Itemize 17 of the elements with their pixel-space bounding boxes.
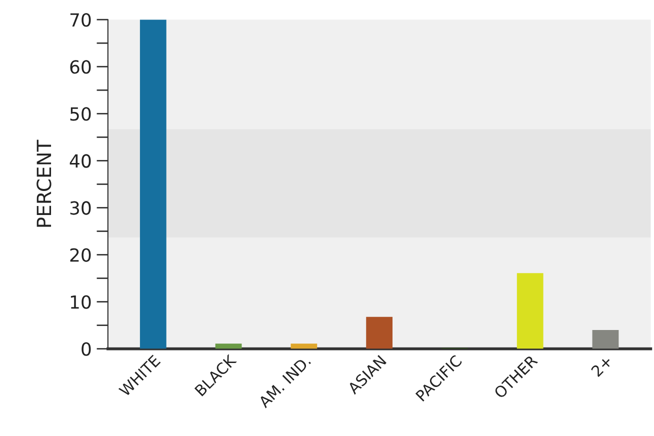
bar — [215, 344, 242, 349]
bar — [140, 20, 166, 349]
x-tick-label: 2+ — [590, 355, 613, 378]
bar — [592, 330, 619, 349]
x-tick-label: AM. IND. — [258, 355, 311, 408]
y-axis-title: PERCENT — [36, 140, 52, 227]
y-tick-label: 30 — [70, 201, 91, 215]
y-tick-label: 40 — [70, 154, 91, 168]
y-tick-label: 20 — [70, 248, 91, 262]
bar — [366, 316, 393, 349]
bar — [290, 344, 318, 349]
y-tick-label: 0 — [82, 342, 91, 356]
bar — [516, 273, 544, 349]
y-tick-label: 50 — [70, 107, 91, 121]
y-tick-label: 70 — [70, 13, 91, 27]
y-tick-label: 10 — [70, 295, 91, 309]
y-tick-label: 60 — [70, 60, 91, 74]
